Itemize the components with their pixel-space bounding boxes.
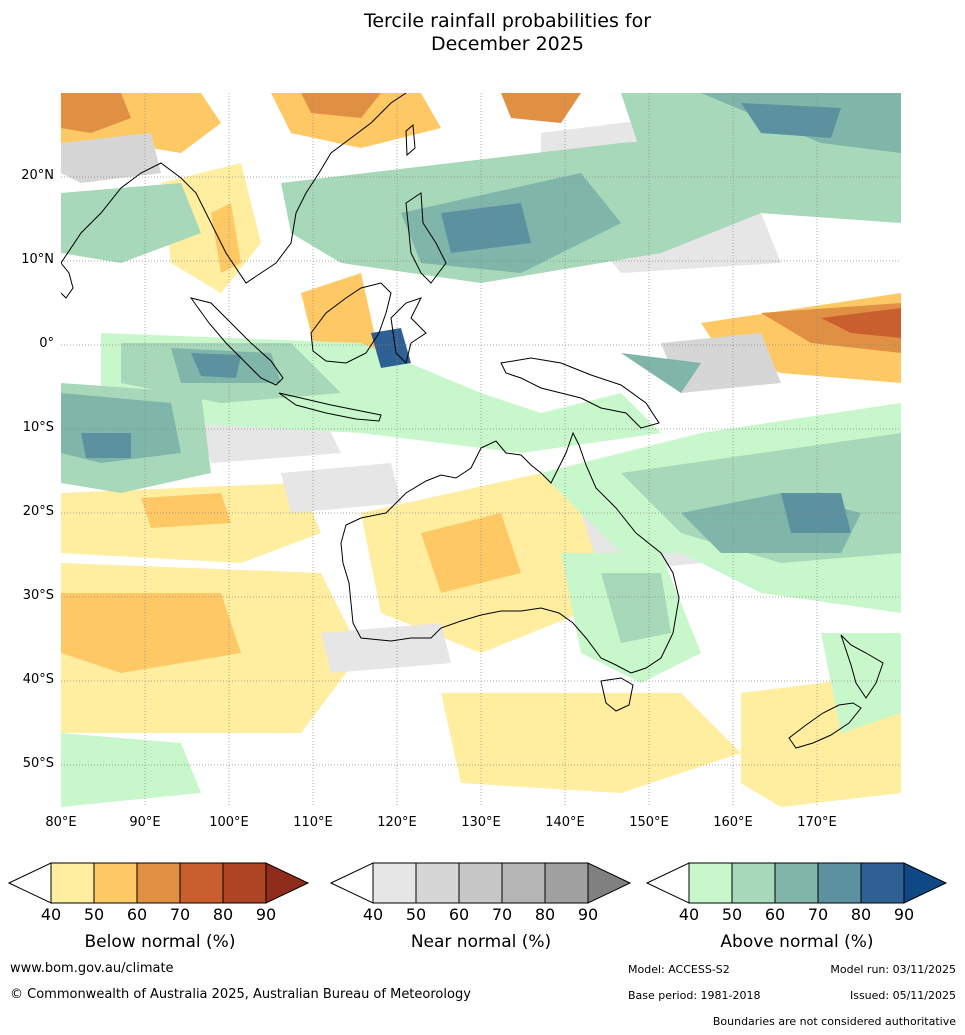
- lon-label-150e: 150°E: [629, 815, 669, 830]
- new-guinea-coast: [500, 357, 660, 429]
- taiwan-coast: [405, 123, 416, 157]
- below-tick-40: 40: [40, 905, 62, 924]
- sulawesi-coast: [390, 297, 427, 364]
- lat-label-10n: 10°N: [21, 252, 54, 267]
- colorbar-near-normal: [330, 862, 632, 904]
- near-tick-90: 90: [577, 905, 599, 924]
- above-tick-50: 50: [721, 905, 743, 924]
- colorbar-above-normal: [646, 862, 948, 904]
- below-tick-70: 70: [169, 905, 191, 924]
- colorbar-below-label: Below normal (%): [84, 932, 236, 952]
- above-tick-70: 70: [807, 905, 829, 924]
- lat-label-20n: 20°N: [21, 168, 54, 183]
- new-zealand-north: [840, 634, 884, 699]
- lon-label-160e: 160°E: [713, 815, 753, 830]
- website-link[interactable]: www.bom.gov.au/climate: [10, 961, 174, 976]
- lat-label-0: 0°: [39, 336, 54, 351]
- title-line-2: December 2025: [431, 33, 584, 55]
- lon-label-140e: 140°E: [545, 815, 585, 830]
- philippines-coast: [405, 192, 447, 284]
- near-tick-80: 80: [534, 905, 556, 924]
- borneo-coast: [310, 282, 392, 364]
- lon-label-80e: 80°E: [45, 815, 77, 830]
- above-tick-40: 40: [678, 905, 700, 924]
- lat-label-10s: 10°S: [22, 420, 54, 435]
- colorbar-above-label: Above normal (%): [720, 932, 874, 952]
- sumatra-coast: [189, 297, 284, 386]
- lon-label-130e: 130°E: [461, 815, 501, 830]
- near-tick-40: 40: [362, 905, 384, 924]
- colorbar-near-label: Near normal (%): [410, 932, 552, 952]
- lat-label-40s: 40°S: [22, 672, 54, 687]
- below-tick-50: 50: [83, 905, 105, 924]
- title-line-1: Tercile rainfall probabilities for: [363, 10, 652, 32]
- coastlines: [61, 93, 884, 749]
- lat-label-30s: 30°S: [22, 588, 54, 603]
- above-tick-60: 60: [764, 905, 786, 924]
- near-tick-60: 60: [448, 905, 470, 924]
- java-coast: [278, 392, 382, 422]
- above-tick-80: 80: [850, 905, 872, 924]
- colorbar-below-normal: [8, 862, 310, 904]
- below-tick-60: 60: [126, 905, 148, 924]
- map-svg: [61, 93, 901, 807]
- lon-label-120e: 120°E: [377, 815, 417, 830]
- below-tick-80: 80: [212, 905, 234, 924]
- lon-label-110e: 110°E: [293, 815, 333, 830]
- above-tick-90: 90: [893, 905, 915, 924]
- model-run-text: Model run: 03/11/2025: [830, 963, 956, 976]
- model-text: Model: ACCESS-S2: [628, 963, 730, 976]
- below-tick-90: 90: [255, 905, 277, 924]
- sri-lanka-coast: [61, 262, 74, 299]
- lon-label-90e: 90°E: [129, 815, 161, 830]
- issued-text: Issued: 05/11/2025: [849, 989, 956, 1002]
- lon-label-100e: 100°E: [209, 815, 249, 830]
- lon-label-170e: 170°E: [797, 815, 837, 830]
- near-tick-70: 70: [491, 905, 513, 924]
- map-title: Tercile rainfall probabilities for Decem…: [0, 10, 965, 56]
- australia-coast: [340, 431, 680, 674]
- asia-coast: [61, 93, 407, 284]
- lat-label-50s: 50°S: [22, 756, 54, 771]
- probability-map[interactable]: [61, 93, 901, 807]
- tasmania-coast: [600, 677, 634, 712]
- lat-label-20s: 20°S: [22, 504, 54, 519]
- new-zealand-south: [788, 702, 862, 749]
- copyright-text: © Commonwealth of Australia 2025, Austra…: [10, 987, 471, 1002]
- disclaimer-text: Boundaries are not considered authoritat…: [712, 1015, 956, 1028]
- above-normal-areas: [61, 93, 901, 807]
- base-period-text: Base period: 1981-2018: [628, 989, 761, 1002]
- near-tick-50: 50: [405, 905, 427, 924]
- graticule: [61, 93, 901, 807]
